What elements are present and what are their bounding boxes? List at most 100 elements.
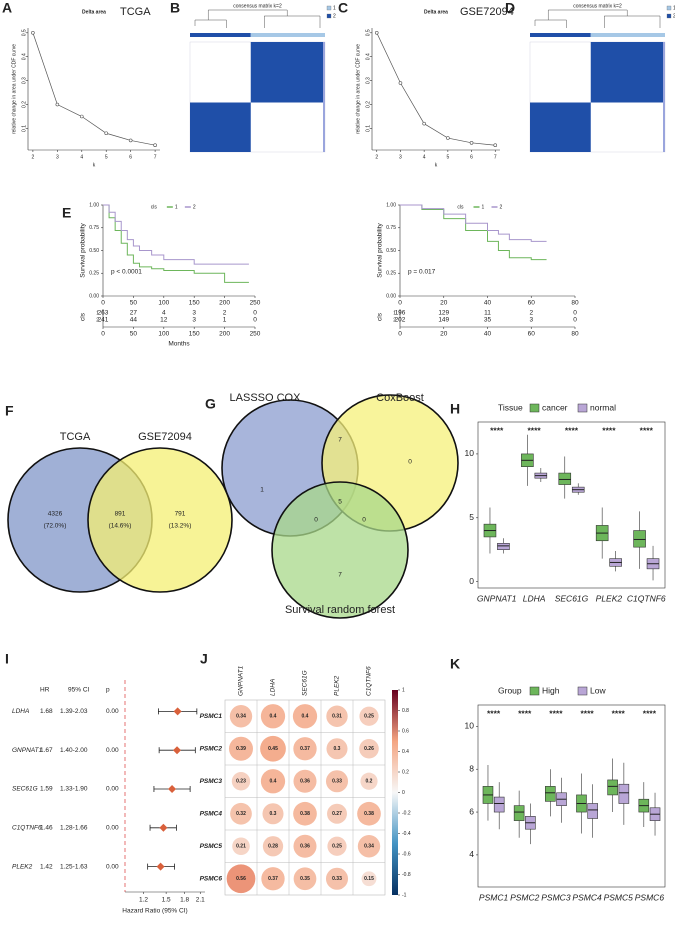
x-tick-label: 0 [398, 300, 402, 307]
significance: **** [527, 425, 541, 435]
corr-value: 0.38 [300, 811, 310, 817]
p-value: 0.00 [106, 863, 119, 870]
x-tick-label: 3 [399, 154, 402, 160]
p-value: 0.00 [106, 786, 119, 793]
chart-title: Delta area [424, 9, 448, 15]
set-label: LASSSO COX [230, 392, 302, 404]
panel-label: H [450, 401, 460, 417]
panel-label: J [200, 651, 208, 667]
x-tick-label: PSMC5 [604, 892, 634, 902]
legend-label: 2 [500, 204, 503, 210]
corr-circle [229, 705, 253, 728]
risk-count: 3 [192, 310, 196, 317]
cluster-strip [250, 33, 325, 37]
corr-circle [292, 704, 318, 729]
x-tick-label: 0 [101, 300, 105, 307]
cluster-strip [590, 33, 665, 37]
row-label: C1QTNF6 [12, 825, 42, 832]
point [374, 30, 379, 35]
corr-circle [359, 706, 379, 726]
corr-circle [293, 867, 317, 891]
panel-label: D [505, 0, 515, 16]
x-axis-label: k [435, 162, 438, 168]
x-tick-label: 40 [484, 331, 492, 338]
risk-count: 3 [192, 317, 196, 324]
corr-value: 0.4 [270, 714, 277, 720]
colorbar-label: -1 [402, 892, 407, 898]
y-tick-label: 10 [465, 448, 475, 458]
survival-curve [103, 204, 249, 265]
y-tick-label: 0.1 [21, 125, 27, 132]
corr-circle [260, 769, 286, 794]
plot-border [477, 704, 666, 888]
corr-value: 0.34 [236, 714, 246, 720]
risk-count: 202 [395, 317, 406, 324]
x-tick-label: 5 [446, 154, 449, 160]
x-tick-label: 2.1 [196, 897, 205, 904]
box [633, 530, 646, 548]
column-label: GNPNAT1 [238, 665, 245, 696]
x-tick-label: 80 [571, 300, 579, 307]
x-tick-label: 6 [470, 154, 473, 160]
corr-circle [326, 705, 348, 727]
x-tick-label: 50 [130, 300, 138, 307]
corr-value: 0.34 [364, 844, 374, 850]
panel-label: C [338, 0, 348, 16]
risk-count: 0 [573, 310, 577, 317]
corr-circle [357, 801, 381, 826]
region-count: 0 [362, 517, 366, 524]
corr-value: 0.31 [332, 714, 342, 720]
significance: **** [640, 425, 654, 435]
plot-border [477, 421, 666, 589]
p-value: p = 0.017 [408, 269, 436, 276]
column-header: 95% CI [68, 687, 90, 694]
x-axis-label: Months [168, 341, 190, 348]
legend-label: Low [590, 685, 606, 695]
y-tick-label: 0.3 [21, 77, 27, 84]
corr-value: 0.36 [300, 779, 310, 785]
risk-table-label: cls [80, 312, 87, 321]
x-tick-label: 250 [250, 331, 261, 338]
x-tick-label: 150 [189, 331, 200, 338]
set-label: Survival random forest [285, 604, 395, 616]
risk-count: 3 [529, 317, 533, 324]
y-tick-label: 1.00 [89, 202, 99, 208]
corr-circle [231, 772, 251, 791]
legend-swatch [326, 13, 332, 19]
row-label: SEC61G [12, 786, 38, 793]
colorbar-label: 0.2 [402, 769, 409, 775]
y-tick-label: 0.00 [89, 293, 99, 299]
x-tick-label: 20 [440, 300, 448, 307]
box [497, 543, 510, 550]
corr-value: 0.15 [364, 876, 374, 882]
point [422, 121, 426, 126]
y-tick-label: 0.50 [89, 248, 99, 254]
panel-label: F [5, 403, 14, 419]
consensus-block [530, 102, 591, 152]
panel-label: E [62, 205, 71, 221]
y-tick-label: 0.25 [89, 271, 99, 277]
corr-circle [326, 738, 348, 760]
colorbar [392, 690, 398, 895]
region-count: 4326 [48, 511, 63, 518]
region-count: 7 [338, 572, 342, 579]
x-axis-label: k [93, 162, 96, 168]
x-axis-label: Hazard Ratio (95% CI) [122, 908, 187, 915]
risk-count: 35 [484, 317, 492, 324]
x-tick-label: 7 [154, 154, 157, 160]
corr-circle [325, 770, 349, 793]
corr-value: 0.4 [302, 714, 309, 720]
box [618, 783, 630, 804]
colorbar-label: -0.2 [402, 810, 411, 816]
row-label: PSMC4 [200, 810, 223, 817]
x-tick-label: 60 [528, 331, 536, 338]
p-value: p < 0.0001 [111, 269, 142, 276]
row-label: PSMC3 [200, 778, 223, 785]
region-count: 891 [115, 511, 126, 518]
consensus-block [190, 102, 251, 152]
y-tick-label: 0.4 [21, 53, 27, 60]
significance: **** [518, 708, 532, 718]
y-axis-label: relative change in area under CDF curve [355, 44, 361, 134]
region-count: 791 [175, 511, 186, 518]
